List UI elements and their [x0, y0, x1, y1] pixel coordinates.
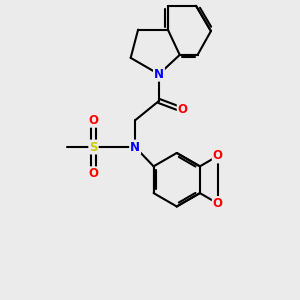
Text: O: O	[88, 114, 98, 127]
Text: N: N	[154, 68, 164, 81]
Text: N: N	[130, 140, 140, 154]
Text: O: O	[178, 103, 188, 116]
Text: O: O	[213, 149, 223, 162]
Text: O: O	[88, 167, 98, 180]
Text: O: O	[213, 197, 223, 210]
Text: S: S	[89, 140, 98, 154]
